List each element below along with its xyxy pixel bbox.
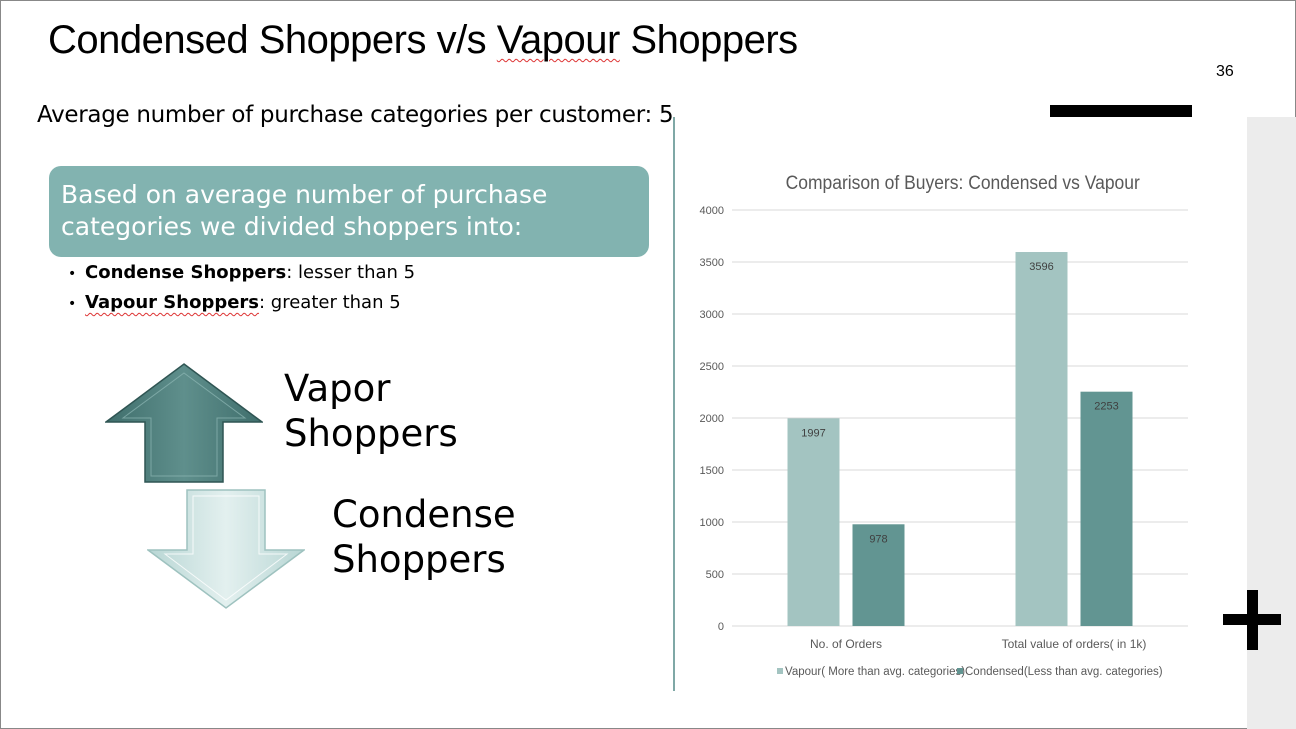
title-part-1: Condensed Shoppers v/s — [48, 18, 497, 62]
vapor-label-line-2: Shoppers — [284, 412, 458, 455]
arrow-up-icon — [105, 363, 263, 483]
vertical-divider — [673, 117, 675, 691]
chart-title: Comparison of Buyers: Condensed vs Vapou… — [786, 171, 1140, 193]
legend-swatch — [957, 668, 963, 674]
buyers-comparison-chart: Comparison of Buyers: Condensed vs Vapou… — [700, 171, 1188, 678]
title-part-2: Vapour — [496, 18, 621, 62]
page-number: 36 — [1216, 63, 1234, 80]
average-categories-text: Average number of purchase categories pe… — [37, 102, 674, 128]
y-tick-label: 2500 — [700, 361, 724, 373]
bullet-list: • Condense Shoppers: lesser than 5 • Vapou… — [68, 260, 415, 320]
y-tick-label: 4000 — [700, 205, 724, 217]
callout-box: Based on average number of purchase cate… — [49, 166, 649, 257]
condense-label-line-2: Shoppers — [332, 538, 506, 581]
legend-swatch — [777, 668, 783, 674]
condense-label-line-1: Condense — [332, 493, 516, 536]
chart-bar — [1015, 252, 1068, 626]
title-part-3: Shoppers — [619, 18, 798, 62]
x-tick-label: Total value of orders( in 1k) — [1002, 637, 1147, 651]
bullet-rest: : lesser than 5 — [286, 262, 416, 283]
y-tick-label: 3000 — [700, 309, 724, 321]
bullet-bold: Vapour Shoppers — [85, 292, 260, 313]
arrow-down-icon — [147, 489, 305, 609]
bullet-dot-icon: • — [68, 266, 77, 282]
y-tick-label: 0 — [718, 621, 724, 633]
chart-bar — [852, 524, 905, 626]
bar-data-label: 2253 — [1094, 401, 1118, 413]
bullet-condense: • Condense Shoppers: lesser than 5 — [68, 260, 415, 290]
y-tick-label: 3500 — [700, 257, 724, 269]
bar-data-label: 1997 — [801, 427, 825, 439]
bar-data-label: 978 — [869, 533, 887, 545]
chart-bar — [1080, 391, 1133, 626]
bullet-dot-icon: • — [68, 296, 77, 312]
callout-text: Based on average number of purchase cate… — [61, 180, 548, 241]
condense-shoppers-label: Condense Shoppers — [332, 492, 516, 582]
chart-bar — [787, 418, 840, 626]
y-tick-label: 2000 — [700, 413, 724, 425]
bullet-bold: Condense Shoppers — [85, 262, 287, 283]
vapor-shoppers-label: Vapor Shoppers — [284, 366, 458, 456]
legend-label: Vapour( More than avg. categories) — [785, 666, 965, 678]
vapor-label-line-1: Vapor — [284, 367, 391, 410]
decorative-bar — [1050, 105, 1192, 117]
bullet-vapour: • Vapour Shoppers: greater than 5 — [68, 290, 415, 320]
y-tick-label: 500 — [706, 569, 724, 581]
legend-label: Condensed(Less than avg. categories) — [965, 666, 1163, 678]
y-tick-label: 1000 — [700, 517, 724, 529]
bar-data-label: 3596 — [1029, 261, 1053, 273]
plus-icon — [1223, 590, 1283, 650]
slide-title: Condensed Shoppers v/s Vapour Shoppers — [48, 18, 798, 63]
bullet-rest: : greater than 5 — [259, 292, 401, 313]
x-tick-label: No. of Orders — [810, 637, 882, 651]
y-tick-label: 1500 — [700, 465, 724, 477]
